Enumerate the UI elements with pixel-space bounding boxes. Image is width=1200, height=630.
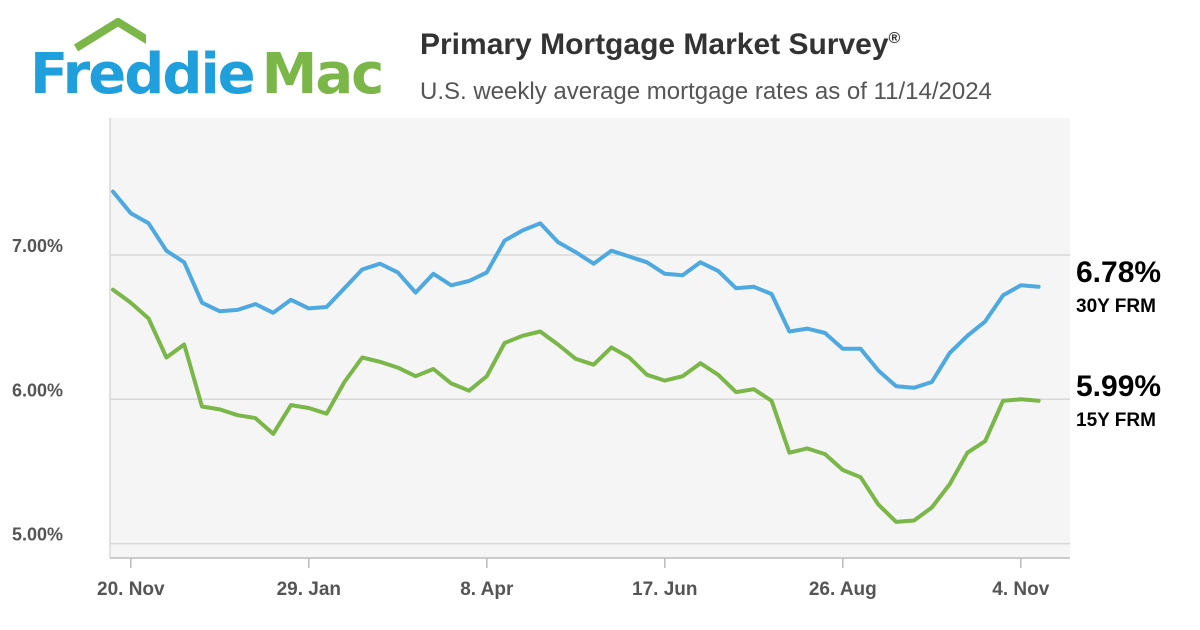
logo-mac-text: Mac (261, 42, 385, 107)
frm15-current-value: 5.99% (1076, 370, 1162, 403)
x-tick-label: 8. Apr (460, 579, 514, 600)
frm15-legend-label: 15Y FRM (1076, 410, 1156, 431)
x-tick-label: 4. Nov (992, 579, 1049, 600)
y-tick-label: 7.00% (12, 236, 63, 256)
x-tick-label: 17. Jun (632, 579, 697, 600)
chart-subtitle: U.S. weekly average mortgage rates as of… (420, 78, 992, 105)
frm30-current-value: 6.78% (1076, 256, 1162, 289)
x-tick-label: 20. Nov (97, 579, 165, 600)
plot-background (110, 118, 1070, 558)
x-tick-label: 29. Jan (277, 579, 341, 600)
frm15-line (111, 287, 1041, 524)
frm30-legend-label: 30Y FRM (1076, 296, 1156, 317)
logo-wordmark: Freddie Mac (30, 42, 385, 107)
x-tick-label: 26. Aug (809, 579, 877, 600)
house-roof-icon (73, 18, 146, 52)
chart-title: Primary Mortgage Market Survey® (420, 28, 900, 62)
registered-mark: ® (888, 30, 901, 47)
logo-freddie-text: Freddie (30, 42, 256, 107)
chart-title-text: Primary Mortgage Market Survey (420, 28, 889, 61)
y-tick-label: 6.00% (12, 380, 63, 400)
frm30-line (111, 189, 1041, 390)
freddie-mac-logo: Freddie Mac (26, 18, 386, 108)
y-tick-label: 5.00% (12, 525, 63, 545)
